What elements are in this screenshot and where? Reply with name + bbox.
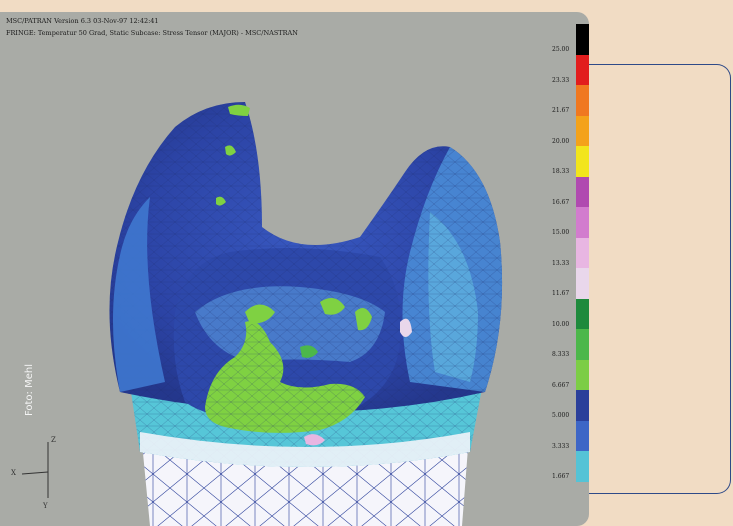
scale-swatch	[576, 451, 589, 482]
scale-swatch	[576, 207, 589, 238]
software-version-header: MSC/PATRAN Version 6.3 03-Nov-97 12:42:4…	[6, 17, 159, 25]
scale-label: 21.67	[552, 107, 570, 114]
scale-swatch	[576, 115, 589, 146]
green-stress-region	[205, 104, 412, 446]
axis-label-x: X	[11, 469, 16, 477]
scale-swatch	[576, 390, 589, 421]
scale-swatch	[576, 329, 589, 360]
fem-render-panel: MSC/PATRAN Version 6.3 03-Nov-97 12:42:4…	[0, 12, 589, 526]
scale-label: 15.00	[552, 229, 570, 236]
scale-swatch	[576, 420, 589, 451]
scale-label: 1.667	[552, 473, 570, 480]
scale-swatch	[576, 237, 589, 268]
scale-label: 5.000	[552, 412, 570, 419]
scale-swatch	[576, 24, 589, 55]
tooth-mesh-model	[21, 102, 503, 526]
scale-label: 6.667	[552, 381, 570, 389]
scale-swatch	[576, 54, 589, 85]
axis-label-y: Y	[43, 502, 48, 510]
photo-credit: Foto: Mehl	[24, 364, 35, 416]
fringe-description-header: FRINGE: Temperatur 50 Grad, Static Subca…	[6, 29, 298, 37]
scale-label: 16.67	[552, 198, 570, 206]
scale-label: 20.00	[552, 137, 570, 145]
scale-swatch	[576, 298, 589, 329]
scale-label: 23.33	[552, 76, 570, 84]
scale-label: 18.33	[552, 168, 570, 175]
scale-swatch	[576, 268, 589, 299]
scale-label: 3.333	[552, 442, 570, 450]
scale-swatch	[576, 359, 589, 390]
scale-swatch	[576, 176, 589, 207]
axis-triad	[21, 442, 49, 498]
scale-swatch	[576, 146, 589, 177]
scale-label: 8.333	[552, 351, 570, 358]
scale-label: 11.67	[552, 290, 570, 297]
axis-label-z: Z	[51, 436, 56, 444]
scale-label: 13.33	[552, 259, 570, 267]
scale-label: 25.00	[552, 46, 570, 53]
scale-swatch	[576, 85, 589, 116]
scale-label: 10.00	[552, 320, 570, 328]
